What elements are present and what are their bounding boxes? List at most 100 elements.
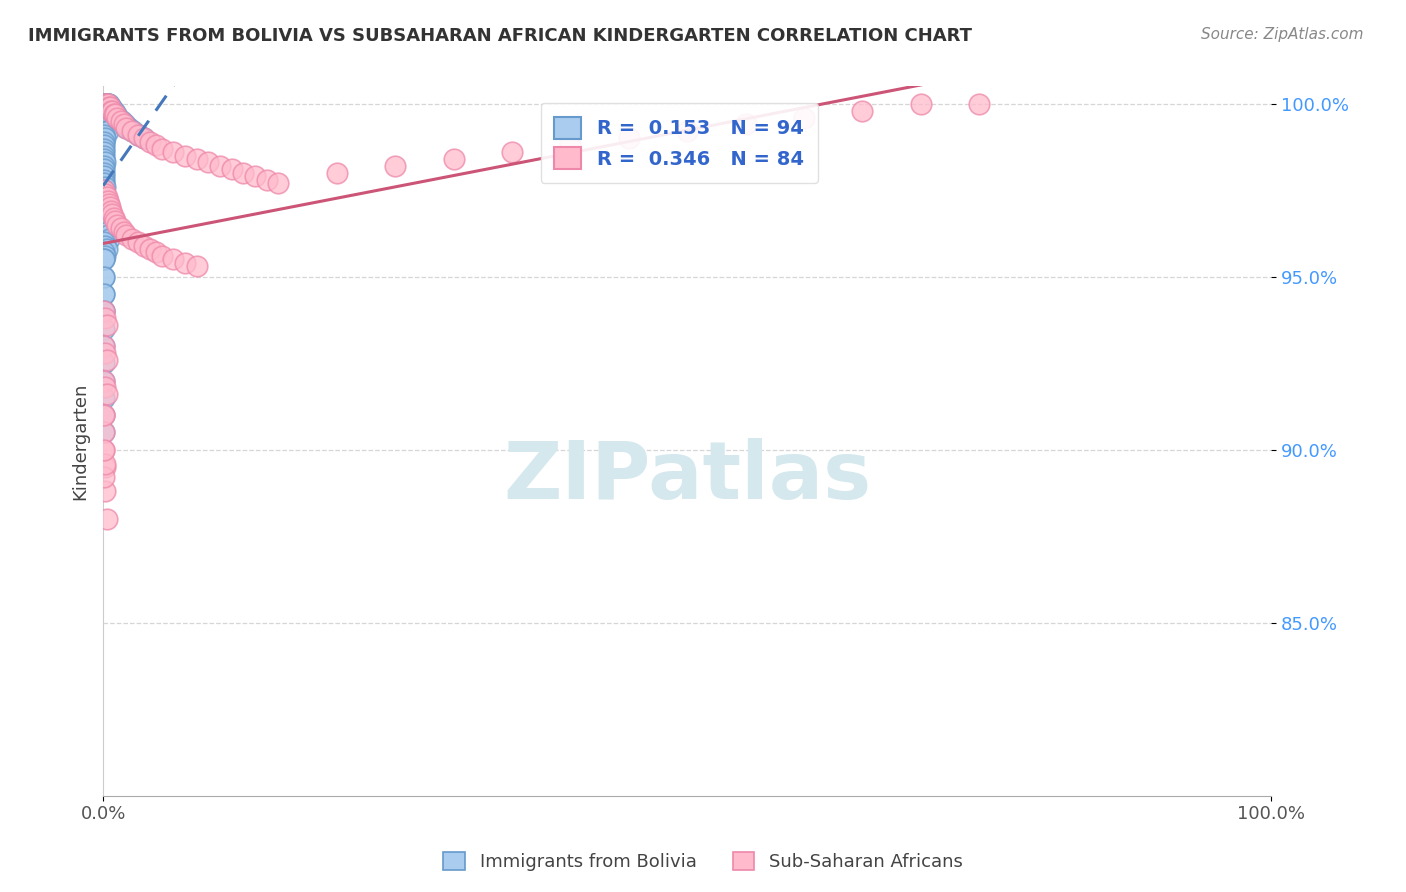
Point xyxy=(676,124,699,138)
Point xyxy=(100,203,122,218)
Point xyxy=(93,142,115,156)
Point xyxy=(256,173,278,187)
Point xyxy=(93,374,115,388)
Point xyxy=(118,120,141,135)
Point xyxy=(97,228,120,243)
Point xyxy=(93,235,115,249)
Point xyxy=(173,256,195,270)
Point xyxy=(93,100,115,114)
Point xyxy=(734,117,756,131)
Point xyxy=(93,162,115,177)
Point xyxy=(93,183,115,197)
Point xyxy=(98,201,121,215)
Point xyxy=(93,408,115,422)
Point xyxy=(93,425,115,440)
Point xyxy=(112,225,135,239)
Point xyxy=(93,145,115,160)
Point xyxy=(122,124,145,138)
Point xyxy=(121,124,143,138)
Point xyxy=(93,152,115,166)
Point xyxy=(98,96,121,111)
Point xyxy=(98,100,121,114)
Point xyxy=(93,107,115,121)
Point xyxy=(93,114,115,128)
Point xyxy=(93,245,115,260)
Point xyxy=(93,304,115,318)
Point xyxy=(93,197,115,211)
Point xyxy=(94,221,117,235)
Point xyxy=(93,321,115,335)
Point xyxy=(105,111,128,125)
Point xyxy=(96,201,118,215)
Point xyxy=(93,339,115,353)
Point xyxy=(97,124,120,138)
Point xyxy=(110,221,132,235)
Point xyxy=(232,166,254,180)
Text: IMMIGRANTS FROM BOLIVIA VS SUBSAHARAN AFRICAN KINDERGARTEN CORRELATION CHART: IMMIGRANTS FROM BOLIVIA VS SUBSAHARAN AF… xyxy=(28,27,972,45)
Point xyxy=(162,145,184,160)
Point xyxy=(103,211,125,225)
Point xyxy=(93,166,115,180)
Point xyxy=(94,179,117,194)
Point xyxy=(96,225,118,239)
Point xyxy=(104,107,127,121)
Point xyxy=(793,111,815,125)
Point xyxy=(501,145,523,160)
Point xyxy=(97,96,120,111)
Point xyxy=(93,374,115,388)
Point xyxy=(96,96,118,111)
Point xyxy=(94,100,117,114)
Point xyxy=(132,131,155,145)
Point xyxy=(94,117,117,131)
Point xyxy=(94,96,117,111)
Point xyxy=(93,356,115,370)
Point xyxy=(101,103,124,118)
Point xyxy=(132,131,155,145)
Point xyxy=(94,380,117,394)
Point xyxy=(93,391,115,405)
Point xyxy=(94,186,117,201)
Point xyxy=(100,100,122,114)
Point xyxy=(98,100,121,114)
Point xyxy=(94,131,117,145)
Point xyxy=(93,269,115,284)
Point xyxy=(94,96,117,111)
Point xyxy=(96,242,118,256)
Point xyxy=(173,148,195,162)
Point xyxy=(96,120,118,135)
Point xyxy=(93,114,115,128)
Point xyxy=(114,117,136,131)
Point xyxy=(94,249,117,263)
Point xyxy=(101,207,124,221)
Point xyxy=(139,135,162,149)
Point xyxy=(104,107,127,121)
Point xyxy=(93,190,115,204)
Point xyxy=(93,159,115,173)
Point xyxy=(94,484,117,499)
Point xyxy=(443,152,465,166)
Point xyxy=(93,183,115,197)
Point xyxy=(93,111,115,125)
Point xyxy=(145,138,167,153)
Point xyxy=(197,155,219,169)
Point xyxy=(93,148,115,162)
Point xyxy=(145,245,167,260)
Point xyxy=(93,252,115,267)
Point xyxy=(851,103,873,118)
Text: Source: ZipAtlas.com: Source: ZipAtlas.com xyxy=(1201,27,1364,42)
Point xyxy=(94,111,117,125)
Point xyxy=(98,232,121,246)
Point xyxy=(150,249,173,263)
Point xyxy=(93,96,115,111)
Point xyxy=(121,124,143,138)
Point xyxy=(93,470,115,484)
Point xyxy=(128,128,150,142)
Point xyxy=(94,457,117,471)
Point xyxy=(93,408,115,422)
Point xyxy=(105,111,128,125)
Point xyxy=(127,128,149,142)
Point xyxy=(107,111,129,125)
Point xyxy=(104,107,127,121)
Point xyxy=(94,124,117,138)
Y-axis label: Kindergarten: Kindergarten xyxy=(72,383,89,500)
